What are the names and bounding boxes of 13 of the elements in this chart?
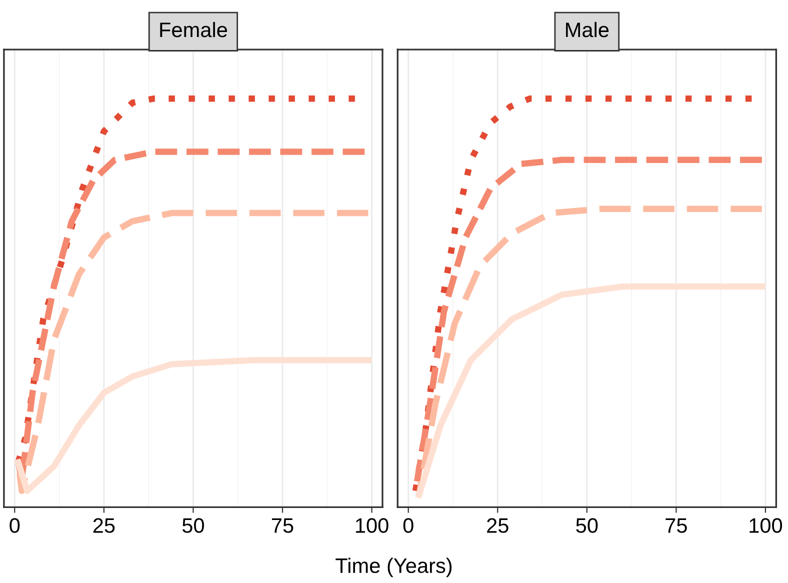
x-tick-label: 100 bbox=[750, 518, 782, 533]
chart-title: Female bbox=[160, 22, 228, 38]
x-tick-label: 25 bbox=[487, 518, 508, 533]
chart-title: Male bbox=[566, 22, 609, 38]
x-tick-label: 75 bbox=[666, 518, 687, 533]
x-tick-label: 0 bbox=[10, 518, 20, 533]
x-tick-label: 0 bbox=[403, 518, 414, 533]
x-tick-label: 50 bbox=[576, 518, 598, 533]
x-axis-title: Time (Years) bbox=[336, 558, 452, 578]
x-tick-label: 25 bbox=[93, 518, 115, 533]
x-tick-label: 100 bbox=[356, 518, 388, 533]
x-tick-label: 50 bbox=[182, 518, 204, 533]
x-tick-label: 75 bbox=[272, 518, 294, 533]
